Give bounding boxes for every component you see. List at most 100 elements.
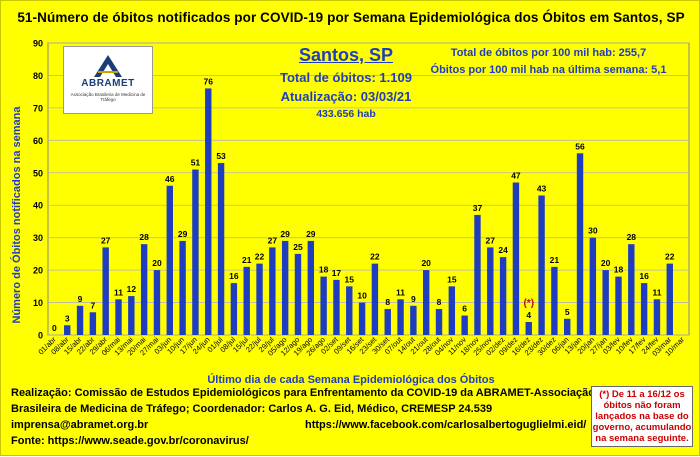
data-label: 25 — [293, 242, 303, 252]
bar — [333, 279, 340, 335]
bar — [166, 185, 173, 335]
y-axis-label: Número de Óbitos notificados na semana — [11, 106, 23, 324]
data-label: 20 — [152, 258, 162, 268]
data-label: 6 — [462, 304, 467, 314]
data-label: 9 — [411, 294, 416, 304]
y-tick-label: 10 — [33, 298, 43, 308]
data-label: 29 — [280, 229, 290, 239]
footnote-box: (*) De 11 a 16/12 os óbitos não foram la… — [591, 386, 693, 447]
bar — [512, 182, 520, 335]
data-label: 5 — [565, 307, 570, 317]
y-tick-label: 80 — [33, 71, 43, 81]
data-label: 24 — [498, 245, 508, 255]
data-label: 56 — [575, 141, 585, 151]
bar — [153, 270, 161, 335]
bar — [487, 247, 494, 335]
data-label: 20 — [601, 258, 611, 268]
logo-text: ABRAMET — [81, 78, 135, 89]
data-label: 28 — [627, 232, 637, 242]
bar — [576, 153, 584, 335]
data-label: 18 — [319, 265, 329, 275]
footer-line-2: Brasileira de Medicina de Tráfego; Coord… — [11, 403, 493, 415]
data-label: 0 — [52, 323, 57, 333]
data-label: 16 — [229, 271, 239, 281]
data-label: 8 — [385, 297, 390, 307]
population: 433.656 hab — [316, 108, 376, 120]
data-label: 15 — [345, 274, 355, 284]
bar — [307, 240, 315, 335]
x-axis-label: Último dia de cada Semana Epidemiológica… — [207, 374, 495, 386]
y-tick-label: 50 — [33, 168, 43, 178]
bar — [564, 318, 571, 335]
bar — [525, 322, 532, 335]
data-label: 11 — [114, 287, 123, 297]
bar — [140, 244, 148, 335]
data-label: 51 — [191, 158, 201, 168]
annotation-asterisk: (*) — [523, 298, 534, 309]
data-label: 29 — [178, 229, 188, 239]
data-label: 9 — [78, 294, 83, 304]
bar — [320, 276, 327, 335]
bar — [422, 270, 430, 335]
bar — [397, 299, 404, 335]
bar — [205, 88, 212, 335]
footer-facebook-link[interactable]: https://www.facebook.com/carlosalbertogu… — [305, 419, 587, 431]
bar — [538, 195, 545, 335]
bar — [551, 266, 558, 335]
bar — [230, 283, 238, 335]
bar — [602, 270, 609, 335]
chart-title: 51-Número de óbitos notificados por COVI… — [17, 10, 685, 25]
y-tick-label: 60 — [33, 136, 43, 146]
footer-email: imprensa@abramet.org.br — [11, 419, 149, 431]
data-label: 28 — [139, 232, 149, 242]
bar — [615, 276, 622, 335]
bar — [499, 257, 507, 335]
bar — [76, 305, 84, 335]
bar — [384, 309, 391, 335]
data-label: 27 — [101, 235, 111, 245]
bar — [666, 263, 673, 335]
data-label: 10 — [357, 291, 367, 301]
bar — [192, 169, 199, 335]
data-label: 17 — [332, 268, 342, 278]
bar — [281, 240, 289, 335]
abramet-logo: ABRAMET Associação Brasileira de Medicin… — [63, 46, 153, 114]
bar — [435, 309, 443, 335]
data-label: 27 — [268, 235, 278, 245]
data-label: 11 — [396, 287, 405, 297]
bar — [217, 163, 225, 335]
data-label: 22 — [255, 252, 265, 262]
data-label: 22 — [370, 252, 380, 262]
bar — [115, 299, 122, 335]
bar — [243, 266, 250, 335]
data-label: 21 — [550, 255, 560, 265]
y-tick-label: 40 — [33, 201, 43, 211]
y-tick-label: 0 — [38, 331, 43, 341]
bar — [448, 286, 456, 335]
bar — [358, 302, 366, 335]
y-tick-label: 70 — [33, 103, 43, 113]
total-deaths: Total de óbitos: 1.109 — [280, 70, 412, 85]
data-label: 21 — [242, 255, 252, 265]
bar — [589, 237, 597, 335]
data-label: 16 — [639, 271, 649, 281]
bar — [346, 286, 353, 335]
data-label: 22 — [665, 252, 675, 262]
y-tick-label: 20 — [33, 266, 43, 276]
bar — [371, 263, 379, 335]
y-tick-label: 30 — [33, 233, 43, 243]
last-week-per-100k: Óbitos por 100 mil hab na última semana:… — [430, 64, 667, 76]
data-label: 29 — [306, 229, 316, 239]
logo-subtitle: Associação Brasileira de Medicina de Trá… — [70, 92, 146, 102]
city-heading: Santos, SP — [298, 45, 394, 65]
bar — [89, 312, 97, 335]
bar — [461, 315, 468, 335]
data-label: 43 — [537, 183, 547, 193]
data-label: 8 — [437, 297, 442, 307]
bar — [294, 253, 302, 335]
bar — [179, 240, 186, 335]
y-tick-label: 90 — [33, 39, 43, 49]
data-label: 47 — [511, 171, 521, 181]
